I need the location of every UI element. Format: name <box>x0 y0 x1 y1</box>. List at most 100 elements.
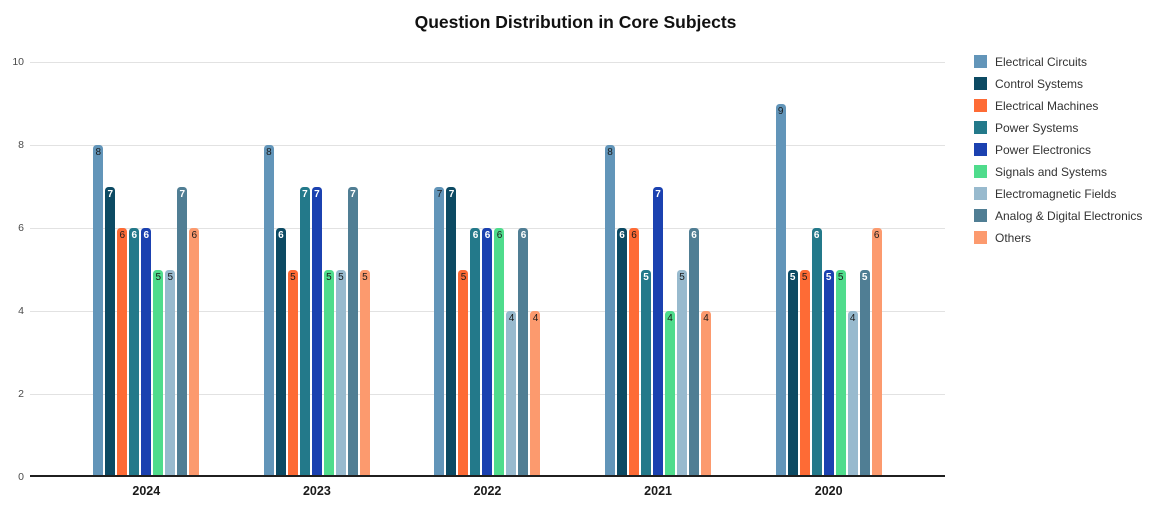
bar-value-label: 5 <box>290 271 296 283</box>
y-tick-label-0: 0 <box>18 471 24 483</box>
bar-signals-and-systems-2021[interactable]: 4 <box>665 311 676 477</box>
bar-power-systems-2024[interactable]: 6 <box>129 228 140 477</box>
legend-item-signals-and-systems[interactable]: Signals and Systems <box>974 164 1142 179</box>
bar-others-2021[interactable]: 4 <box>701 311 712 477</box>
legend-swatch-icon <box>974 187 987 200</box>
bar-value-label: 8 <box>95 147 102 158</box>
bar-power-systems-2023[interactable]: 7 <box>299 186 310 477</box>
bar-value-label: 6 <box>119 230 126 241</box>
bar-value-label: 4 <box>532 313 539 324</box>
bar-value-label: 5 <box>789 271 796 283</box>
x-category-label-2020: 2020 <box>814 484 843 498</box>
bar-power-electronics-2022[interactable]: 6 <box>482 228 493 477</box>
bar-value-label: 5 <box>837 271 844 283</box>
bar-value-label: 6 <box>278 230 284 241</box>
bar-analog-digital-electronics-2021[interactable]: 6 <box>689 228 700 477</box>
bar-others-2023[interactable]: 5 <box>359 269 370 477</box>
bar-electromagnetic-fields-2022[interactable]: 4 <box>506 311 517 477</box>
bar-power-electronics-2023[interactable]: 7 <box>311 186 322 477</box>
bar-value-label: 4 <box>849 313 856 324</box>
bar-analog-digital-electronics-2023[interactable]: 7 <box>347 186 358 477</box>
gridline-y-10 <box>30 62 945 63</box>
bar-signals-and-systems-2024[interactable]: 5 <box>153 269 164 477</box>
bar-value-label: 7 <box>314 188 320 200</box>
y-tick-label-10: 10 <box>12 56 24 68</box>
bar-value-label: 7 <box>436 188 443 200</box>
bar-power-systems-2022[interactable]: 6 <box>470 228 481 477</box>
bar-electrical-circuits-2023[interactable]: 8 <box>263 145 274 477</box>
bar-value-label: 5 <box>643 271 649 283</box>
legend-item-label: Signals and Systems <box>995 164 1108 179</box>
bar-value-label: 6 <box>191 230 198 241</box>
bar-power-electronics-2024[interactable]: 6 <box>141 228 152 477</box>
bar-value-label: 7 <box>350 188 356 200</box>
legend-item-control-systems[interactable]: Control Systems <box>974 77 1142 91</box>
legend-item-power-electronics[interactable]: Power Electronics <box>974 143 1142 157</box>
bar-value-label: 5 <box>861 271 868 283</box>
legend-item-electrical-circuits[interactable]: Electrical Circuits <box>974 55 1142 69</box>
bar-electrical-machines-2021[interactable]: 6 <box>629 228 640 477</box>
bar-power-electronics-2020[interactable]: 5 <box>823 269 834 477</box>
legend-item-electromagnetic-fields[interactable]: Electromagnetic Fields <box>974 186 1142 201</box>
x-axis-category-labels: 2024 2023 2022 2021 2020 <box>30 484 945 498</box>
bar-value-label: 6 <box>619 230 625 241</box>
legend-item-label: Analog & Digital Electronics <box>995 208 1143 223</box>
x-axis-line <box>30 475 945 477</box>
y-tick-label-2: 2 <box>18 388 24 400</box>
legend-item-label: Electromagnetic Fields <box>995 186 1117 201</box>
bar-electromagnetic-fields-2020[interactable]: 4 <box>847 311 858 477</box>
legend-item-analog-digital-electronics[interactable]: Analog & Digital Electronics <box>974 208 1143 223</box>
bar-electrical-machines-2023[interactable]: 5 <box>287 269 298 477</box>
legend-item-power-systems[interactable]: Power Systems <box>974 121 1142 135</box>
bar-control-systems-2022[interactable]: 7 <box>446 186 457 477</box>
bar-electrical-circuits-2022[interactable]: 7 <box>434 186 445 477</box>
bar-others-2022[interactable]: 4 <box>530 311 541 477</box>
bar-value-label: 6 <box>873 230 880 241</box>
y-tick-label-4: 4 <box>18 305 24 317</box>
bar-others-2024[interactable]: 6 <box>189 228 200 477</box>
bar-value-label: 7 <box>179 188 186 200</box>
bar-electrical-circuits-2021[interactable]: 8 <box>605 145 616 477</box>
bar-value-label: 7 <box>448 188 455 200</box>
bar-analog-digital-electronics-2024[interactable]: 7 <box>177 186 188 477</box>
legend-swatch-icon <box>974 77 987 90</box>
bar-value-label: 6 <box>520 230 527 241</box>
bar-signals-and-systems-2023[interactable]: 5 <box>323 269 334 477</box>
bar-value-label: 5 <box>155 271 162 283</box>
bar-electromagnetic-fields-2021[interactable]: 5 <box>677 269 688 477</box>
bar-electrical-circuits-2024[interactable]: 8 <box>93 145 104 477</box>
bar-control-systems-2020[interactable]: 5 <box>787 269 798 477</box>
bar-signals-and-systems-2020[interactable]: 5 <box>835 269 846 477</box>
bar-electrical-machines-2022[interactable]: 5 <box>458 269 469 477</box>
bar-control-systems-2023[interactable]: 6 <box>275 228 286 477</box>
bar-value-label: 6 <box>813 230 820 241</box>
legend-swatch-icon <box>974 55 987 68</box>
bar-analog-digital-electronics-2022[interactable]: 6 <box>518 228 529 477</box>
bar-electrical-machines-2020[interactable]: 5 <box>799 269 810 477</box>
bar-power-electronics-2021[interactable]: 7 <box>653 186 664 477</box>
bar-electrical-circuits-2020[interactable]: 9 <box>775 103 786 477</box>
bar-value-label: 9 <box>777 105 784 117</box>
legend-swatch-icon <box>974 231 987 244</box>
y-tick-label-8: 8 <box>18 139 24 151</box>
bar-power-systems-2020[interactable]: 6 <box>811 228 822 477</box>
bar-signals-and-systems-2022[interactable]: 6 <box>494 228 505 477</box>
bar-value-label: 6 <box>143 230 150 241</box>
bar-value-label: 7 <box>107 188 114 200</box>
x-category-label-2023: 2023 <box>302 484 331 498</box>
bar-electromagnetic-fields-2023[interactable]: 5 <box>335 269 346 477</box>
legend-item-electrical-machines[interactable]: Electrical Machines <box>974 99 1142 113</box>
bar-control-systems-2024[interactable]: 7 <box>105 186 116 477</box>
legend-swatch-icon <box>974 209 987 222</box>
x-category-label-2021: 2021 <box>644 484 672 498</box>
bar-control-systems-2021[interactable]: 6 <box>617 228 628 477</box>
legend-item-others[interactable]: Others <box>974 231 1142 245</box>
bar-analog-digital-electronics-2020[interactable]: 5 <box>859 269 870 477</box>
bar-others-2020[interactable]: 6 <box>871 228 882 477</box>
bar-electrical-machines-2024[interactable]: 6 <box>117 228 128 477</box>
bar-electromagnetic-fields-2024[interactable]: 5 <box>165 269 176 477</box>
bar-power-systems-2021[interactable]: 5 <box>641 269 652 477</box>
